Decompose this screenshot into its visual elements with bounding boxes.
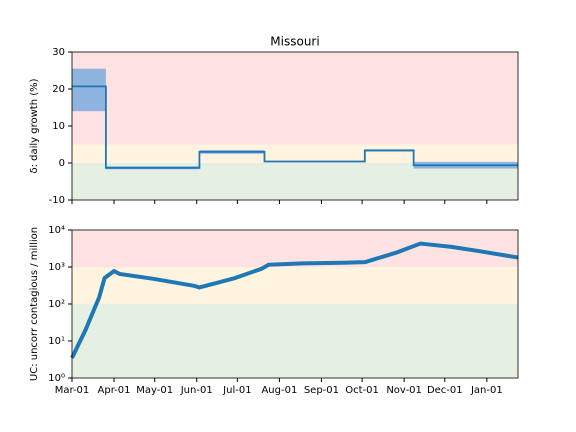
zone xyxy=(72,304,518,378)
y-tick-label: 10⁴ xyxy=(48,225,65,236)
x-tick-label: Jun-01 xyxy=(180,385,213,396)
x-tick-label: Mar-01 xyxy=(55,385,90,396)
x-tick-label: Dec-01 xyxy=(427,385,463,396)
y-axis-label: δ: daily growth (%) xyxy=(29,78,40,173)
zone xyxy=(72,267,518,304)
y-tick-label: 0 xyxy=(59,158,65,169)
y-tick-label: 30 xyxy=(52,47,65,58)
x-tick-label: Sep-01 xyxy=(304,385,339,396)
chart-title: Missouri xyxy=(270,35,319,49)
uncertainty-band xyxy=(72,68,106,112)
x-tick-label: Nov-01 xyxy=(386,385,422,396)
y-tick-label: 10¹ xyxy=(48,336,65,347)
step-line xyxy=(72,85,518,169)
y-tick-label: 10³ xyxy=(48,262,65,273)
y-tick-label: 10⁰ xyxy=(48,373,65,384)
x-tick-label: Jan-01 xyxy=(470,385,503,396)
plot-frame xyxy=(71,229,519,379)
zone xyxy=(72,230,518,267)
x-tick-label: Jul-01 xyxy=(222,385,251,396)
y-tick-label: 10 xyxy=(52,121,65,132)
line xyxy=(70,241,519,359)
plot-frame xyxy=(71,51,519,201)
x-tick-label: May-01 xyxy=(136,385,173,396)
x-tick-label: Oct-01 xyxy=(345,385,379,396)
y-axis-label: UC: uncorr contagious / million xyxy=(29,227,40,381)
y-tick-label: -10 xyxy=(49,195,65,206)
y-tick-label: 10² xyxy=(48,299,65,310)
x-tick-label: Apr-01 xyxy=(98,385,131,396)
y-tick-label: 20 xyxy=(52,84,65,95)
zone xyxy=(72,52,518,145)
x-tick-label: Aug-01 xyxy=(261,385,297,396)
zone xyxy=(72,144,518,163)
